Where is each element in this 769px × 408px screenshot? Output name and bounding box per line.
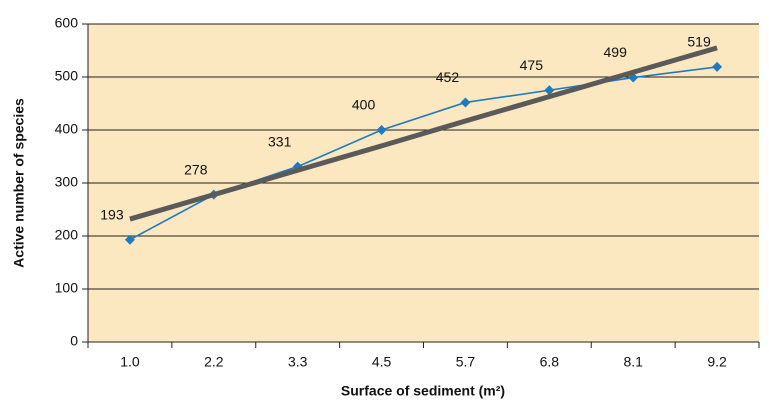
data-label: 331 bbox=[268, 133, 292, 149]
data-label: 499 bbox=[604, 44, 628, 60]
x-tick-label: 8.1 bbox=[623, 354, 643, 370]
y-tick-label: 500 bbox=[55, 68, 79, 84]
y-tick-label: 600 bbox=[55, 15, 79, 31]
x-tick-label: 4.5 bbox=[372, 354, 392, 370]
x-tick-label: 1.0 bbox=[120, 354, 140, 370]
point bbox=[124, 234, 135, 245]
point bbox=[460, 97, 471, 108]
y-tick-label: 200 bbox=[55, 227, 79, 243]
y-tick-label: 100 bbox=[55, 280, 79, 296]
y-tick-label: 0 bbox=[70, 333, 78, 349]
data-label: 278 bbox=[184, 161, 208, 177]
y-tick-label: 400 bbox=[55, 121, 79, 137]
point bbox=[712, 61, 723, 72]
point bbox=[544, 85, 555, 96]
x-axis-title: Surface of sediment (m²) bbox=[341, 383, 505, 399]
x-tick-label: 2.2 bbox=[204, 354, 224, 370]
data-label: 400 bbox=[352, 97, 376, 113]
x-tick-label: 5.7 bbox=[456, 354, 476, 370]
data-label: 519 bbox=[687, 34, 711, 50]
y-axis-title: Active number of species bbox=[11, 98, 27, 268]
x-tick-label: 3.3 bbox=[288, 354, 308, 370]
point bbox=[376, 125, 387, 135]
x-tick-label: 9.2 bbox=[707, 354, 727, 370]
data-label: 452 bbox=[436, 69, 460, 85]
trend-line bbox=[129, 45, 718, 222]
x-tick-label: 6.8 bbox=[540, 354, 560, 370]
data-label: 475 bbox=[520, 57, 544, 73]
data-label: 193 bbox=[100, 206, 124, 222]
y-tick-label: 300 bbox=[55, 174, 79, 190]
